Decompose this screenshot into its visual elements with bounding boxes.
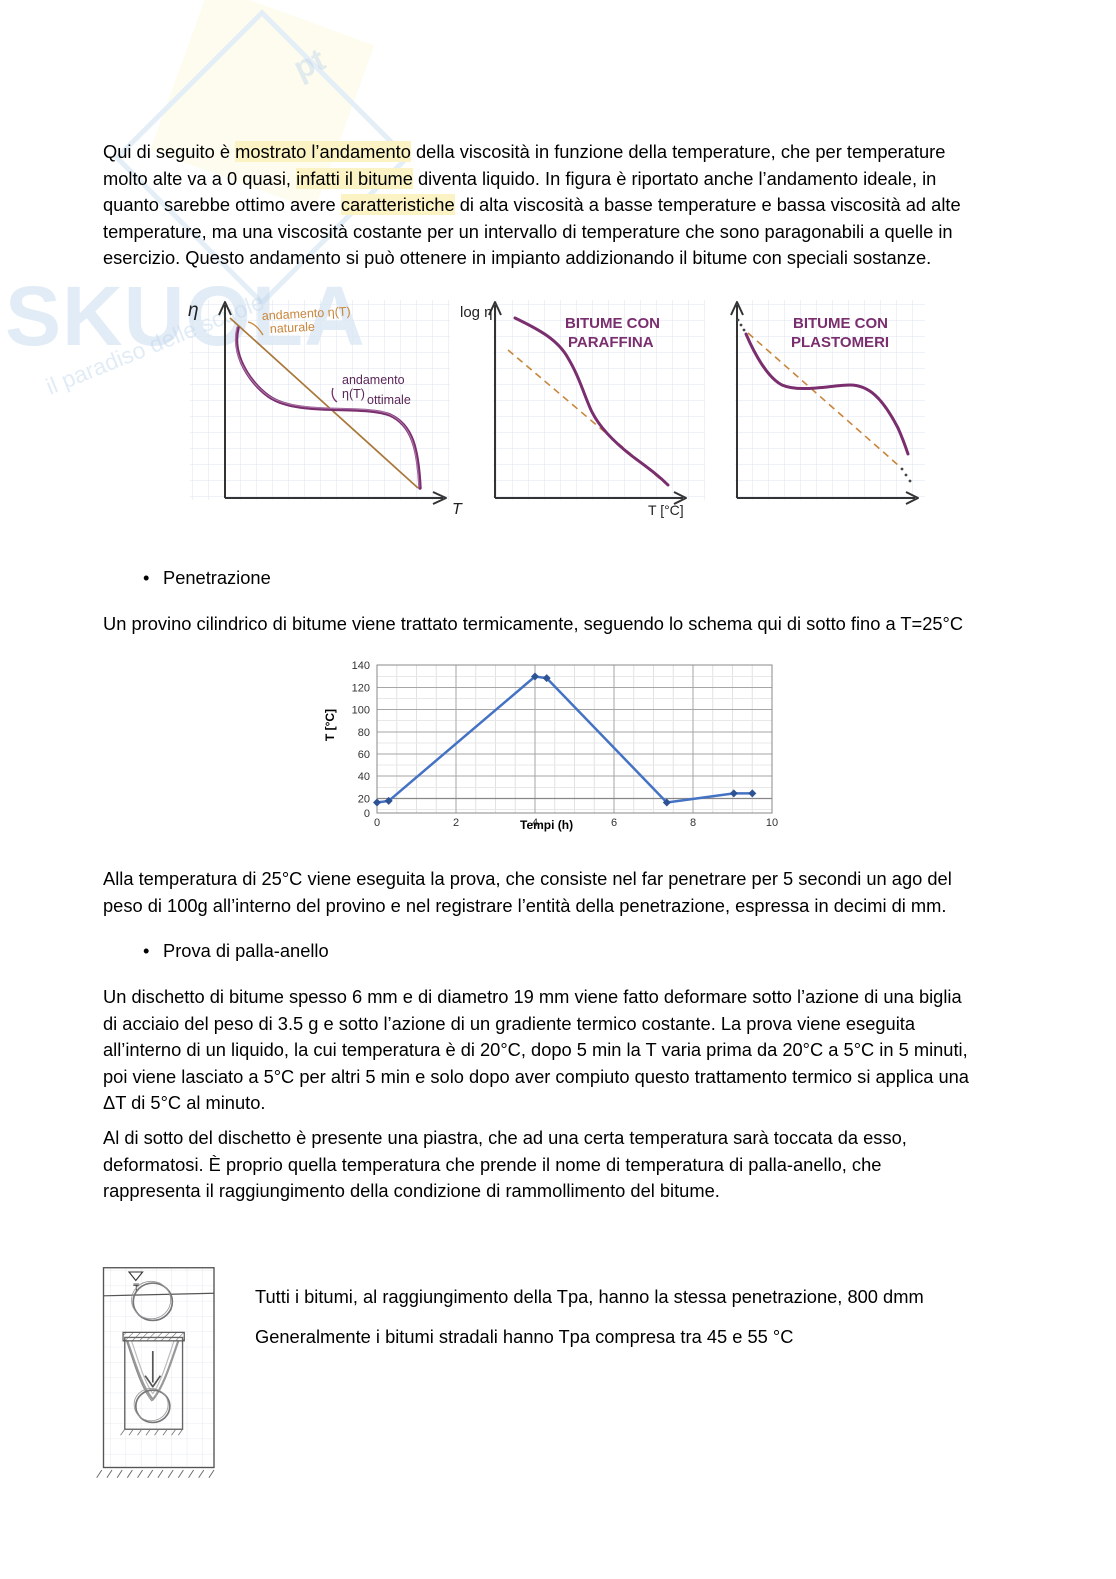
svg-text:T [°C]: T [°C] (648, 502, 684, 518)
svg-text:η: η (188, 300, 199, 321)
svg-text:η(T): η(T) (342, 387, 365, 401)
svg-text:20: 20 (358, 794, 370, 806)
svg-text:naturale: naturale (269, 320, 315, 336)
svg-text:8: 8 (690, 817, 696, 829)
svg-text:140: 140 (352, 660, 370, 672)
svg-text:PARAFFINA: PARAFFINA (568, 334, 654, 351)
svg-text:PLASTOMERI: PLASTOMERI (791, 334, 889, 351)
svg-text:log η: log η (460, 304, 493, 321)
svg-text:120: 120 (352, 683, 370, 695)
svg-text:10: 10 (766, 817, 778, 829)
svg-text:80: 80 (358, 727, 370, 739)
svg-text:0: 0 (364, 808, 370, 820)
svg-text:BITUME CON: BITUME CON (793, 315, 888, 332)
svg-text:ottimale: ottimale (367, 393, 411, 407)
svg-text:2: 2 (453, 817, 459, 829)
svg-text:60: 60 (358, 749, 370, 761)
svg-text:40: 40 (358, 771, 370, 783)
svg-text:T: T (452, 501, 463, 518)
svg-text:BITUME CON: BITUME CON (565, 315, 660, 332)
svg-text:0: 0 (374, 817, 380, 829)
svg-text:andamento: andamento (342, 373, 405, 387)
svg-text:6: 6 (611, 817, 617, 829)
svg-text:100: 100 (352, 705, 370, 717)
